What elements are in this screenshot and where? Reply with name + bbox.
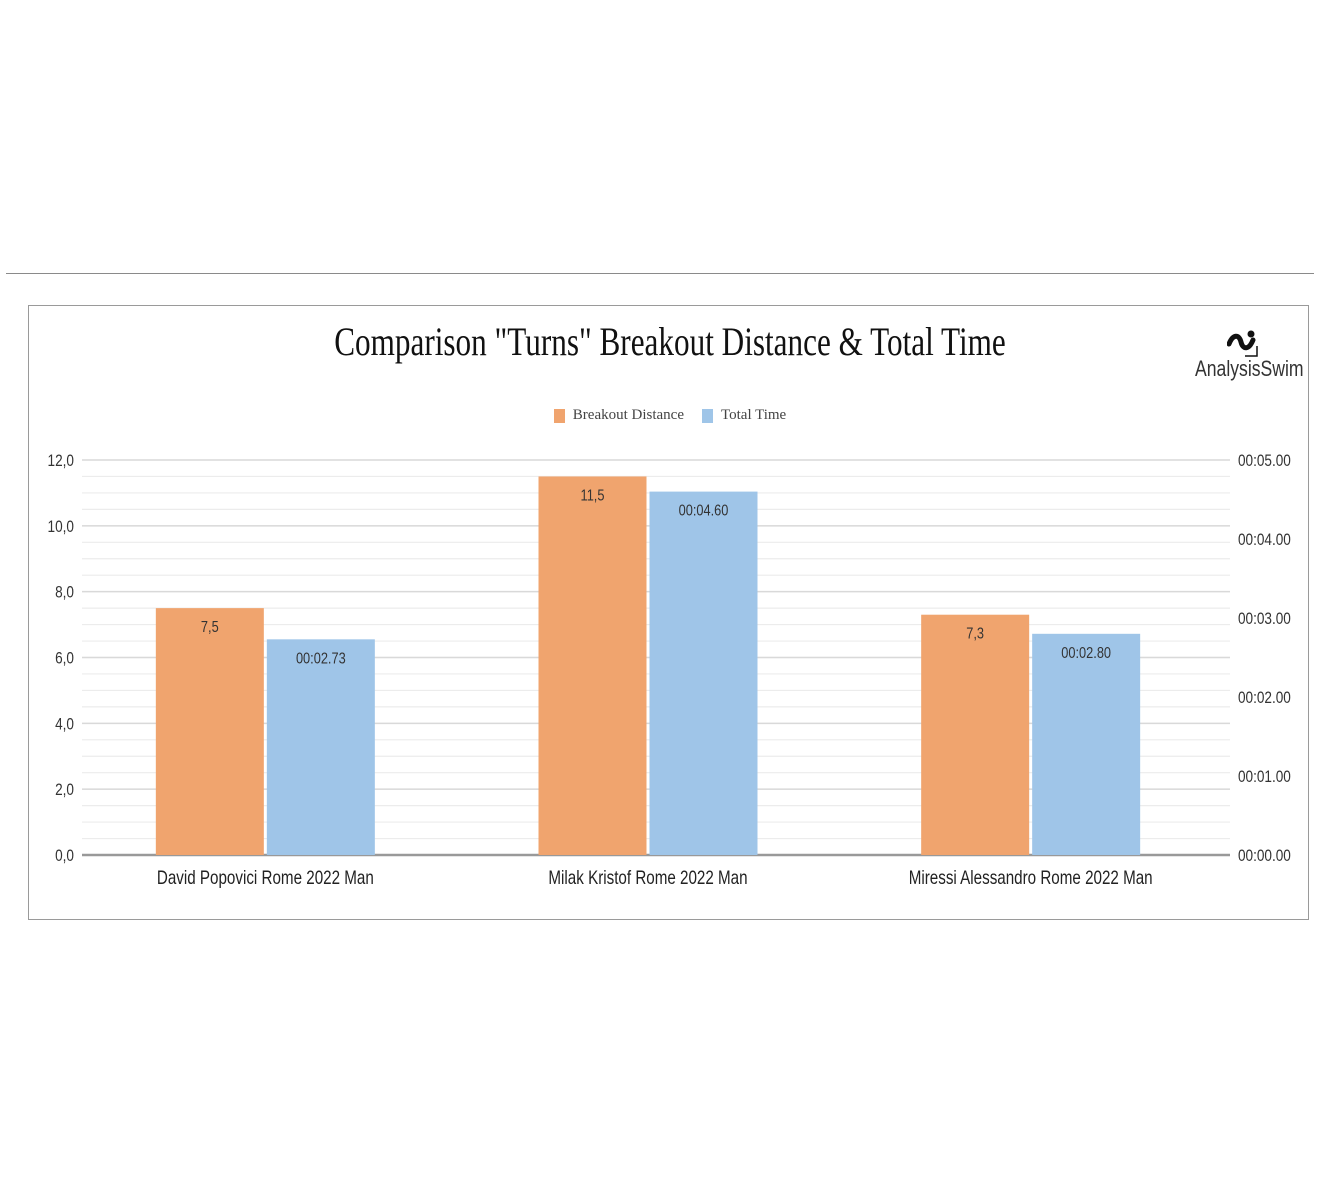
swimmer-logo-icon bbox=[1227, 330, 1258, 357]
y-right-tick-label: 00:04.00 bbox=[1238, 531, 1291, 550]
x-category-label: David Popovici Rome 2022 Man bbox=[157, 866, 374, 888]
y-right-tick-label: 00:05.00 bbox=[1238, 452, 1291, 471]
bar-total-time bbox=[649, 491, 758, 855]
y-left-tick-label: 2,0 bbox=[55, 781, 74, 800]
y-right-tick-label: 00:02.00 bbox=[1238, 689, 1291, 708]
data-label-breakout-distance: 11,5 bbox=[581, 487, 605, 505]
legend-label-breakout: Breakout Distance bbox=[572, 407, 684, 423]
data-label-breakout-distance: 7,3 bbox=[966, 625, 984, 643]
y-right-tick-label: 00:01.00 bbox=[1238, 768, 1291, 787]
y-left-tick-label: 12,0 bbox=[48, 452, 74, 471]
y-right-tick-label: 00:00.00 bbox=[1238, 847, 1291, 866]
x-category-label: Milak Kristof Rome 2022 Man bbox=[548, 866, 747, 888]
y-left-tick-label: 10,0 bbox=[48, 517, 74, 536]
bar-total-time bbox=[266, 639, 375, 855]
data-label-breakout-distance: 7,5 bbox=[201, 619, 219, 637]
brand-logo: AnalysisSwim bbox=[1183, 330, 1304, 386]
bar-breakout-distance bbox=[155, 608, 264, 855]
bar-total-time bbox=[1032, 633, 1141, 855]
legend-item-breakout: Breakout Distance bbox=[553, 407, 684, 424]
bar-breakout-distance bbox=[538, 476, 647, 855]
legend-item-total-time: Total Time bbox=[702, 407, 786, 424]
data-label-total-time: 00:02.73 bbox=[296, 650, 346, 668]
data-label-total-time: 00:04.60 bbox=[679, 502, 729, 520]
bar-breakout-distance bbox=[921, 614, 1030, 855]
x-category-label: Miressi Alessandro Rome 2022 Man bbox=[909, 866, 1153, 888]
y-left-tick-label: 6,0 bbox=[55, 649, 74, 668]
legend-swatch-breakout bbox=[553, 408, 565, 423]
legend-swatch-total-time bbox=[702, 408, 713, 423]
brand-name: AnalysisSwim bbox=[1195, 356, 1304, 381]
y-left-tick-label: 8,0 bbox=[55, 583, 74, 602]
chart-legend: Breakout Distance Total Time bbox=[0, 407, 1320, 424]
legend-label-total-time: Total Time bbox=[721, 407, 787, 423]
y-left-tick-label: 0,0 bbox=[55, 847, 74, 866]
y-left-tick-label: 4,0 bbox=[55, 715, 74, 734]
y-right-tick-label: 00:03.00 bbox=[1238, 610, 1291, 629]
top-divider bbox=[6, 273, 1314, 274]
data-label-total-time: 00:02.80 bbox=[1061, 645, 1111, 663]
chart-title: Comparison "Turns" Breakout Distance & T… bbox=[334, 319, 1006, 364]
